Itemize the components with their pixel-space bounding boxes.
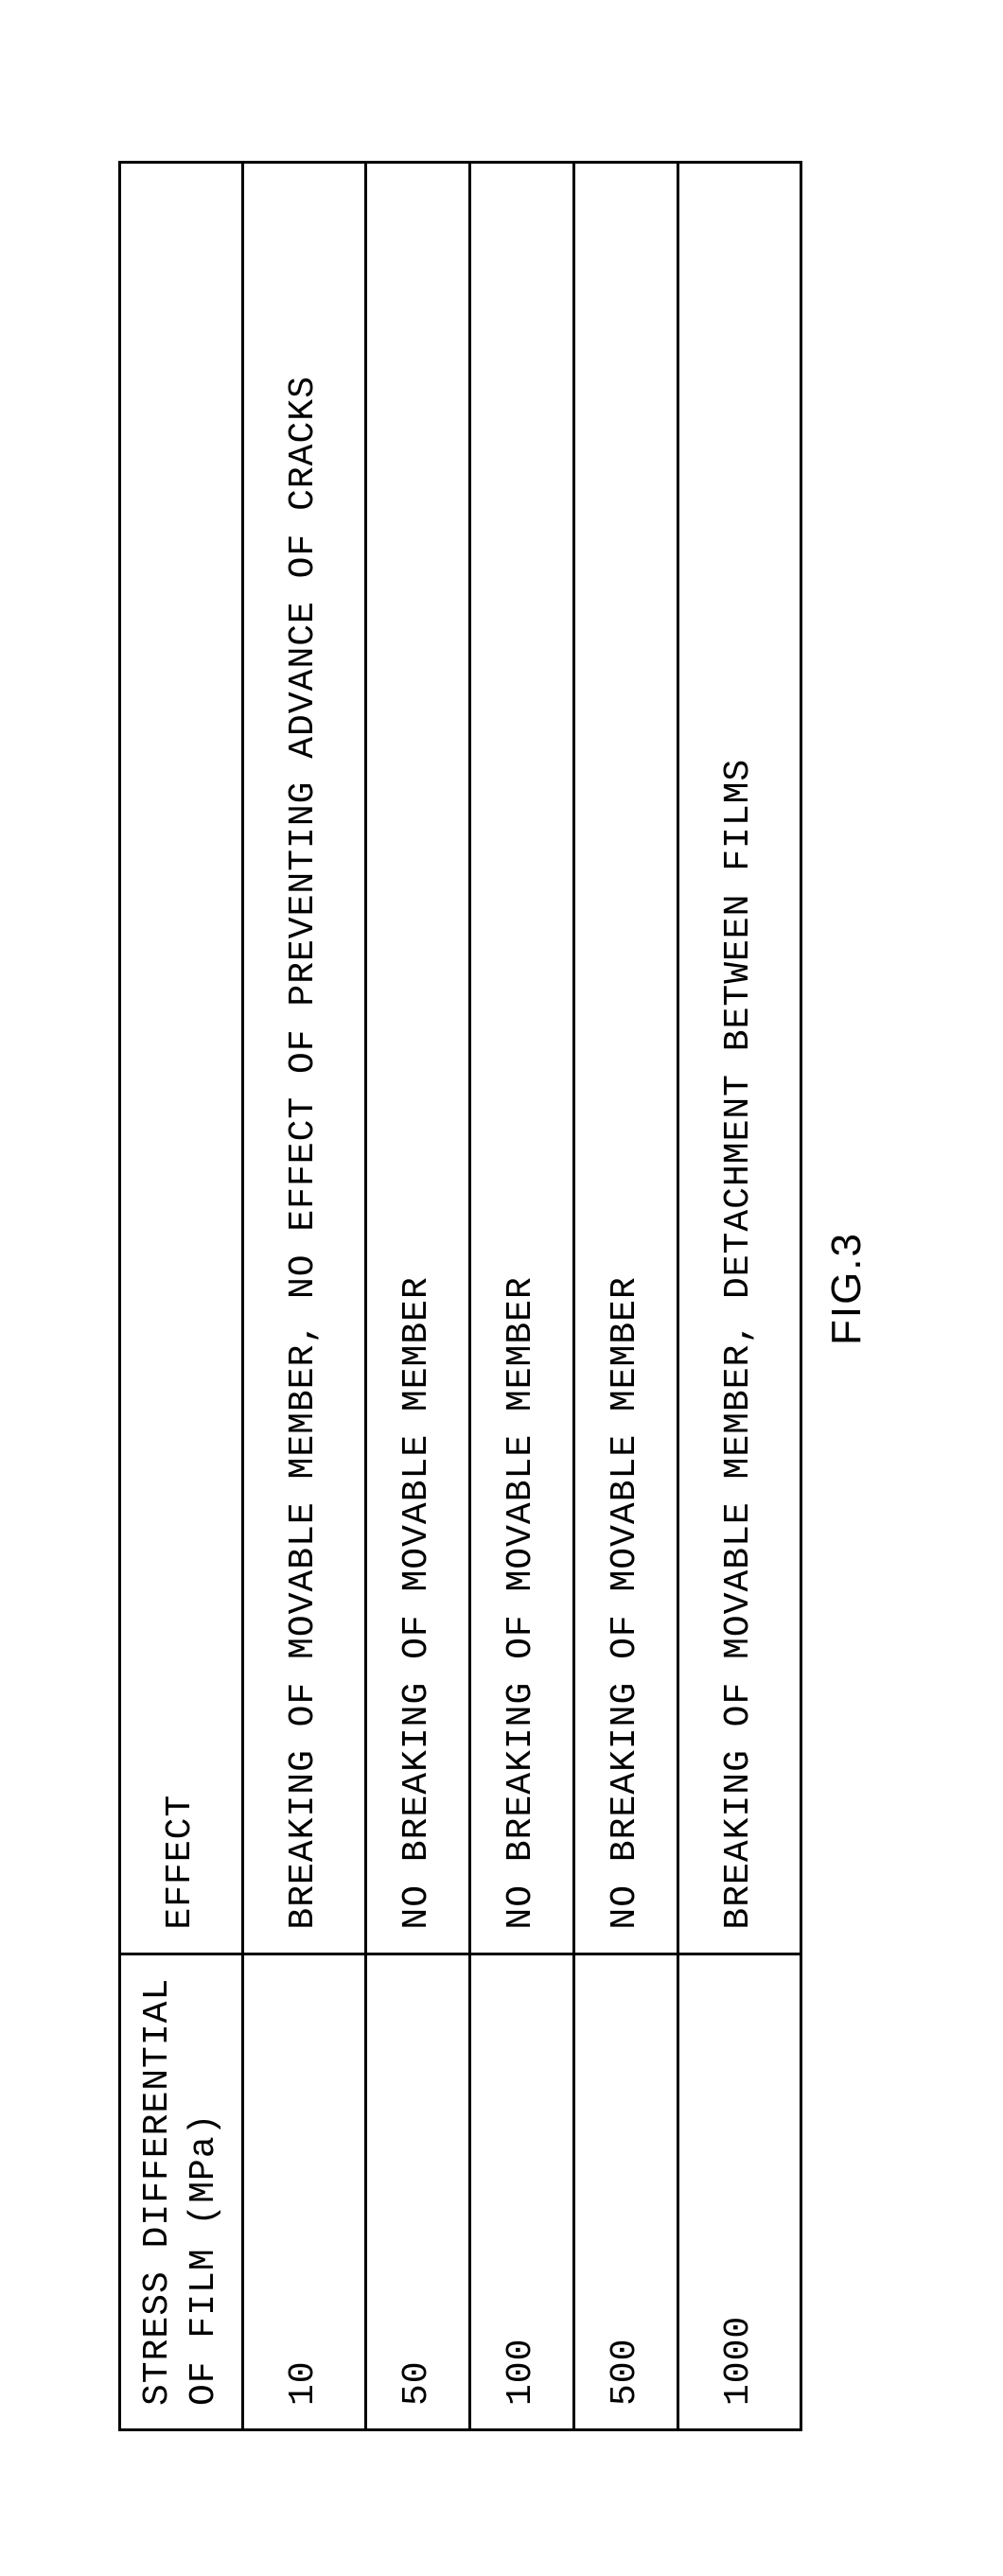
table-row: 10 BREAKING OF MOVABLE MEMBER, NO EFFECT… (243, 163, 366, 2430)
cell-effect: NO BREAKING OF MOVABLE MEMBER (366, 163, 470, 1954)
header-stress: STRESS DIFFERENTIAL OF FILM (MPa) (120, 1954, 243, 2429)
table-row: 1000 BREAKING OF MOVABLE MEMBER, DETACHM… (678, 163, 801, 2430)
cell-effect: BREAKING OF MOVABLE MEMBER, DETACHMENT B… (678, 163, 801, 1954)
table-header-row: STRESS DIFFERENTIAL OF FILM (MPa) EFFECT (120, 163, 243, 2430)
stress-effect-table: STRESS DIFFERENTIAL OF FILM (MPa) EFFECT… (118, 161, 802, 2431)
stress-effect-table-container: STRESS DIFFERENTIAL OF FILM (MPa) EFFECT… (118, 161, 800, 2431)
cell-effect: BREAKING OF MOVABLE MEMBER, NO EFFECT OF… (243, 163, 366, 1954)
cell-stress: 50 (366, 1954, 470, 2429)
table-row: 100 NO BREAKING OF MOVABLE MEMBER (470, 163, 574, 2430)
figure-label: FIG.3 (823, 1231, 871, 1344)
cell-stress: 1000 (678, 1954, 801, 2429)
cell-stress: 10 (243, 1954, 366, 2429)
table-row: 50 NO BREAKING OF MOVABLE MEMBER (366, 163, 470, 2430)
page: FIG.3 STRESS DIFFERENTIAL OF FILM (MPa) … (0, 0, 1003, 2576)
cell-stress: 500 (574, 1954, 678, 2429)
cell-stress: 100 (470, 1954, 574, 2429)
table-row: 500 NO BREAKING OF MOVABLE MEMBER (574, 163, 678, 2430)
header-effect: EFFECT (120, 163, 243, 1954)
cell-effect: NO BREAKING OF MOVABLE MEMBER (574, 163, 678, 1954)
cell-effect: NO BREAKING OF MOVABLE MEMBER (470, 163, 574, 1954)
